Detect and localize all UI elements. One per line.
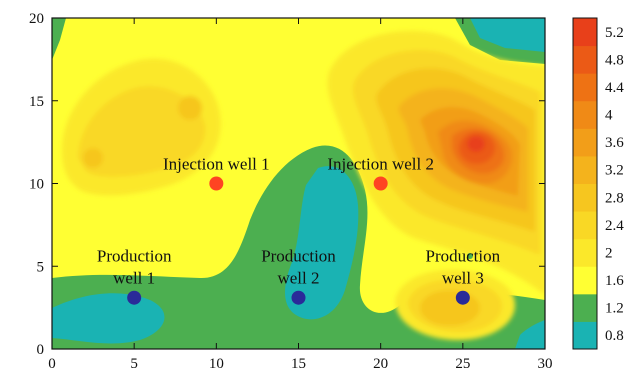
- colorbar-label: 2: [605, 245, 613, 261]
- colorbar-label: 2.4: [605, 218, 624, 234]
- contour-cyan-top-right: [470, 18, 545, 52]
- colorbar-swatch: [573, 155, 597, 184]
- colorbar-swatch: [573, 183, 597, 212]
- contour-green-top-left: [52, 18, 66, 60]
- colorbar-frame: [572, 17, 598, 350]
- contour-cyan-bottom-left: [52, 293, 165, 344]
- y-tick-label: 10: [29, 177, 44, 193]
- contour-cyan-bottom-right: [515, 320, 545, 349]
- y-tick-label: 5: [37, 259, 45, 275]
- injection-well-label: Injection well 1: [163, 155, 270, 174]
- production-well-label: well 2: [277, 269, 319, 288]
- injection-well-marker: [373, 176, 388, 191]
- colorbar-swatch: [573, 100, 597, 129]
- injection-well-label: Injection well 2: [327, 155, 434, 174]
- production-well-label: well 3: [442, 269, 484, 288]
- colorbar-swatch: [573, 45, 597, 74]
- contour-high-left-2.4: [78, 86, 206, 177]
- colorbar-swatch: [573, 321, 597, 350]
- x-tick-label: 15: [291, 356, 306, 372]
- x-tick-label: 30: [538, 356, 553, 372]
- colorbar-label: 4.4: [605, 80, 624, 96]
- colorbar: 0.8 1.2 1.6 2 2.4 2.8 3.2 3.6 4 4.4 4.8 5.2: [572, 17, 624, 350]
- colorbar-label: 1.6: [605, 273, 624, 289]
- production-well-marker: [455, 290, 470, 305]
- colorbar-swatch: [573, 128, 597, 157]
- colorbar-label: 0.8: [605, 328, 624, 344]
- production-well-label: Production: [261, 247, 336, 266]
- colorbar-swatch: [573, 266, 597, 295]
- contour-small-green-spot: [467, 253, 473, 259]
- production-well-label: well 1: [113, 269, 155, 288]
- axes: 0 5 10 15 20 25 30 0 5 10 15 20: [29, 11, 553, 372]
- colorbar-label: 4.8: [605, 52, 624, 68]
- colorbar-label: 4: [605, 108, 613, 124]
- production-well-label: Production: [97, 247, 172, 266]
- contour-high-left-peak-b: [178, 96, 202, 120]
- x-tick-label: 10: [209, 356, 224, 372]
- x-tick-label: 25: [455, 356, 470, 372]
- colorbar-label: 5.2: [605, 25, 624, 41]
- colorbar-label: 3.2: [605, 163, 624, 179]
- colorbar-swatch: [573, 238, 597, 267]
- y-tick-label: 0: [37, 342, 45, 358]
- colorbar-label: 2.8: [605, 190, 624, 206]
- contour-cyan-center: [285, 166, 359, 320]
- colorbar-swatch: [573, 293, 597, 322]
- contour-field: [52, 18, 545, 349]
- y-tick-label: 20: [29, 11, 44, 27]
- colorbar-swatch: [573, 211, 597, 240]
- injection-well-marker: [209, 176, 224, 191]
- y-tick-label: 15: [29, 94, 44, 110]
- production-well-marker: [291, 290, 306, 305]
- x-tick-label: 5: [130, 356, 138, 372]
- colorbar-label: 3.6: [605, 135, 624, 151]
- colorbar-label: 1.2: [605, 301, 624, 317]
- contour-high-right-5.2: [467, 136, 485, 152]
- x-tick-label: 20: [373, 356, 388, 372]
- wells-layer: Injection well 1 Injection well 2 Producti…: [97, 155, 501, 305]
- contour-high-bottom-right-2.8: [420, 290, 480, 326]
- contour-high-left-peak-a: [83, 148, 103, 168]
- colorbar-swatch: [573, 18, 597, 47]
- colorbar-swatch: [573, 73, 597, 102]
- production-well-label: Production: [426, 247, 501, 266]
- x-tick-label: 0: [48, 356, 56, 372]
- production-well-marker: [127, 290, 142, 305]
